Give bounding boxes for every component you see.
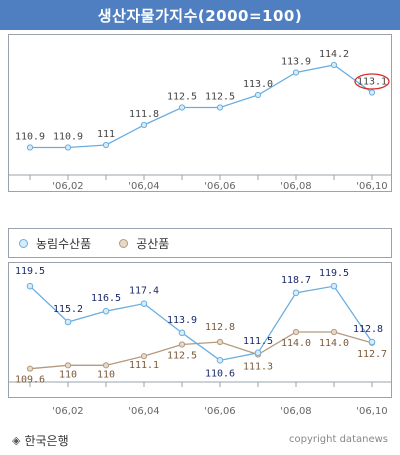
- top-data-point: [26, 144, 34, 151]
- agri-data-point: [140, 300, 148, 307]
- legend-item-agri: 농림수산품: [19, 235, 91, 252]
- legend-label-industrial: 공산품: [136, 236, 170, 251]
- agri-data-point: [64, 318, 72, 326]
- top-x-tick-label: '06,08: [280, 181, 311, 192]
- bottom-x-tick-label: '06,04: [128, 406, 159, 417]
- agri-data-point: [102, 307, 110, 315]
- top-data-label: 113.1: [357, 77, 387, 88]
- top-data-point: [292, 69, 300, 76]
- title-bar: 생산자물가지수(2000=100): [0, 0, 400, 30]
- top-x-tick-label: '06,04: [128, 181, 159, 192]
- top-data-point: [140, 121, 148, 129]
- industrial-data-label: 114.0: [281, 338, 311, 349]
- top-data-label: 112.5: [205, 92, 235, 103]
- legend-marker-agri: [19, 238, 28, 248]
- bottom-x-tick-label: '06,06: [204, 406, 235, 417]
- top-x-tick-label: '06,02: [52, 181, 83, 192]
- legend: 농림수산품 공산품: [8, 228, 392, 258]
- industrial-data-point: [216, 338, 224, 346]
- top-data-label: 113.0: [243, 79, 273, 90]
- top-data-point: [102, 141, 110, 149]
- industrial-data-point: [178, 341, 186, 348]
- top-data-point: [216, 104, 224, 111]
- industrial-data-label: 110: [97, 369, 115, 380]
- agri-data-point: [330, 282, 338, 290]
- top-data-label: 114.2: [319, 49, 349, 60]
- industrial-data-label: 109.6: [15, 375, 45, 386]
- agri-data-label: 113.9: [167, 315, 197, 326]
- bottom-x-tick-label: '06,10: [356, 406, 387, 417]
- legend-marker-industrial: [119, 238, 129, 248]
- industrial-data-label: 112.5: [167, 351, 197, 362]
- bottom-chart-frame: [8, 262, 392, 398]
- top-chart-frame: [8, 34, 392, 192]
- top-data-point: [254, 91, 262, 99]
- top-data-label: 113.9: [281, 57, 311, 68]
- top-data-label: 111: [97, 129, 115, 140]
- top-x-tick-label: '06,06: [204, 181, 235, 192]
- source-footer: ◈ 한국은행: [12, 432, 69, 449]
- agri-data-label: 116.5: [91, 293, 121, 304]
- industrial-data-point: [102, 362, 110, 369]
- diamond-icon: ◈: [12, 434, 21, 447]
- industrial-series-line: [29, 331, 373, 370]
- industrial-data-point: [64, 362, 72, 369]
- industrial-data-point: [26, 365, 34, 372]
- top-data-label: 111.8: [129, 109, 159, 120]
- agri-data-label: 119.5: [319, 268, 349, 279]
- agri-data-label: 119.5: [15, 266, 45, 277]
- top-data-point: [64, 144, 72, 151]
- top-x-tick-label: '06,10: [356, 181, 387, 192]
- agri-data-point: [254, 349, 262, 357]
- top-data-point: [368, 89, 376, 96]
- agri-data-label: 115.2: [53, 304, 83, 315]
- agri-data-label: 110.6: [205, 368, 235, 379]
- top-series-line: [30, 64, 373, 149]
- copyright-text: copyright datanews: [289, 434, 388, 445]
- agri-data-label: 111.5: [243, 336, 273, 347]
- legend-item-industrial: 공산품: [119, 235, 169, 252]
- bottom-x-tick-label: '06,08: [280, 406, 311, 417]
- industrial-data-point: [140, 353, 148, 360]
- top-data-label: 112.5: [167, 92, 197, 103]
- agri-data-point: [216, 357, 224, 364]
- agri-data-label: 112.8: [353, 324, 383, 335]
- agri-data-label: 118.7: [281, 275, 311, 286]
- top-data-label: 110.9: [15, 132, 45, 143]
- industrial-data-point: [330, 328, 338, 336]
- industrial-data-label: 112.7: [357, 349, 387, 360]
- bottom-x-tick-label: '06,02: [52, 406, 83, 417]
- agri-data-point: [368, 338, 376, 346]
- industrial-data-label: 111.3: [243, 362, 273, 373]
- chart-title: 생산자물가지수(2000=100): [97, 6, 303, 25]
- industrial-data-label: 110: [59, 369, 77, 380]
- agri-data-point: [292, 289, 300, 297]
- highlight-circle: [354, 73, 390, 90]
- agri-data-point: [26, 282, 34, 290]
- top-data-label: 110.9: [53, 132, 83, 143]
- agri-data-label: 117.4: [129, 286, 159, 297]
- agri-data-point: [178, 329, 186, 337]
- source-label: 한국은행: [24, 434, 69, 448]
- industrial-data-label: 111.1: [129, 360, 159, 371]
- industrial-data-label: 114.0: [319, 338, 349, 349]
- top-data-point: [178, 104, 186, 111]
- top-data-point: [330, 61, 338, 69]
- industrial-data-point: [292, 328, 300, 336]
- industrial-data-label: 112.8: [205, 322, 235, 333]
- agri-series-line: [29, 285, 373, 362]
- legend-label-agri: 농림수산품: [36, 236, 92, 251]
